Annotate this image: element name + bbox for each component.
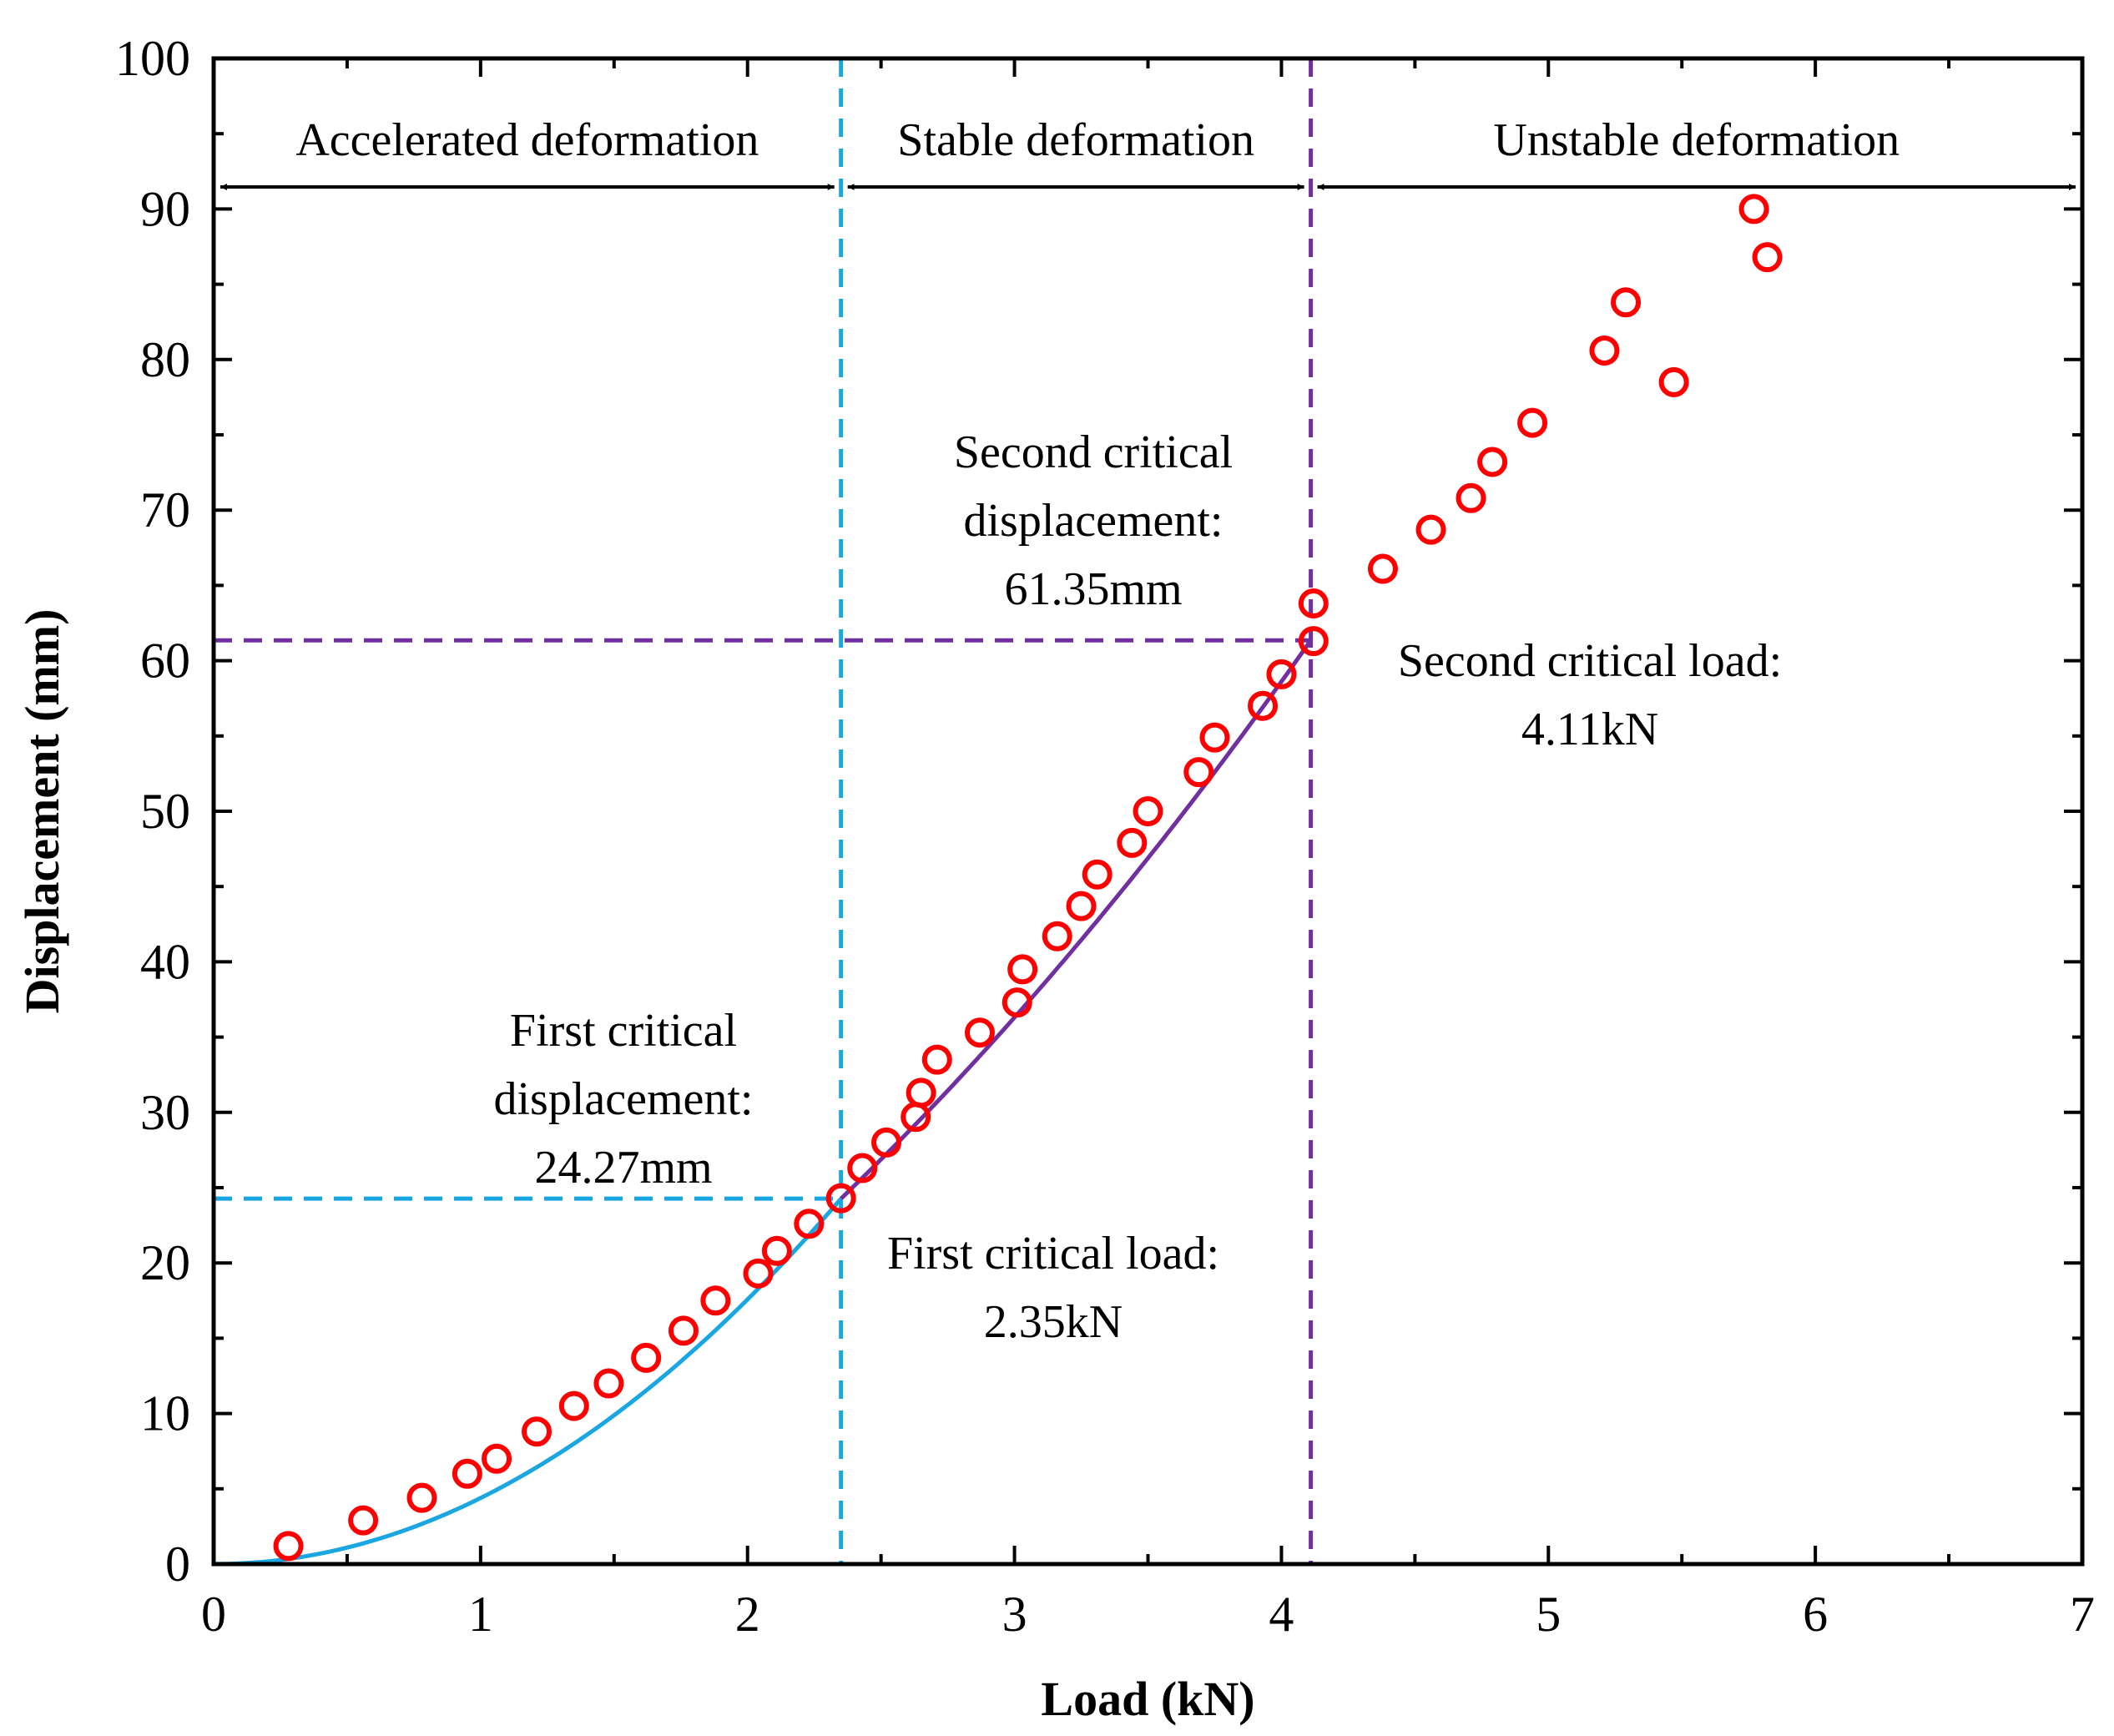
second-critical-displacement-line-2: displacement: (963, 495, 1223, 547)
data-point-1 (273, 1531, 304, 1562)
fit-curves (213, 638, 1313, 1567)
data-point-16 (847, 1153, 878, 1183)
data-point-19 (906, 1077, 936, 1108)
region-label-3: Unstable deformation (1493, 114, 1900, 166)
data-point-11 (700, 1285, 731, 1316)
y-tick-label: 0 (165, 1537, 190, 1592)
data-point-31 (1248, 690, 1279, 721)
data-point-22 (1002, 987, 1032, 1018)
x-tick-label: 5 (1536, 1587, 1561, 1642)
first-critical-displacement-line-1: First critical (510, 1005, 737, 1057)
data-point-8 (593, 1368, 624, 1399)
data-point-14 (794, 1209, 825, 1239)
x-tick-label: 3 (1002, 1587, 1027, 1642)
data-point-43 (1738, 194, 1769, 225)
guide-lines (214, 58, 1314, 1564)
x-tick-label: 2 (735, 1587, 760, 1642)
region-label-1: Accelerated deformation (295, 114, 759, 166)
data-point-23 (1007, 954, 1038, 985)
data-point-24 (1042, 921, 1072, 951)
data-point-41 (1611, 287, 1642, 318)
data-point-40 (1589, 335, 1620, 366)
data-point-15 (825, 1183, 856, 1214)
y-tick-label: 80 (140, 332, 190, 387)
x-tick-label: 0 (201, 1587, 226, 1642)
second-critical-load-line-1: Second critical load: (1398, 635, 1782, 687)
y-axis-title: Displacement (mm) (15, 609, 69, 1014)
data-point-32 (1266, 659, 1297, 689)
second-critical-load-line-2: 4.11kN (1521, 704, 1658, 755)
y-tick-label: 100 (115, 31, 190, 86)
y-tick-label: 30 (140, 1085, 190, 1140)
data-point-35 (1367, 553, 1398, 584)
data-point-2 (348, 1505, 379, 1536)
second-critical-displacement-line-1: Second critical (954, 426, 1233, 478)
first-critical-load-line-2: 2.35kN (984, 1296, 1123, 1348)
data-points (273, 194, 1783, 1562)
data-point-29 (1183, 757, 1214, 788)
y-tick-label: 60 (140, 633, 190, 689)
x-tick-label: 4 (1269, 1587, 1294, 1642)
data-point-44 (1752, 242, 1783, 273)
first-critical-displacement-line-3: 24.27mm (534, 1142, 712, 1194)
x-tick-label: 1 (468, 1587, 493, 1642)
data-point-25 (1066, 891, 1097, 921)
x-tick-label: 7 (2070, 1587, 2095, 1642)
data-point-30 (1199, 722, 1230, 753)
y-tick-label: 70 (140, 482, 190, 537)
data-point-3 (406, 1482, 437, 1513)
data-point-5 (482, 1443, 512, 1474)
data-point-12 (743, 1258, 774, 1289)
fit-curve-2 (839, 638, 1313, 1200)
data-point-27 (1117, 827, 1148, 858)
data-point-38 (1477, 447, 1508, 477)
first-critical-displacement-line-2: displacement: (493, 1073, 753, 1125)
data-point-21 (964, 1017, 995, 1048)
x-tick-label: 6 (1803, 1587, 1828, 1642)
data-point-37 (1456, 482, 1486, 513)
data-point-10 (668, 1315, 699, 1346)
y-tick-label: 20 (140, 1235, 190, 1290)
data-point-20 (921, 1044, 952, 1075)
data-point-42 (1658, 366, 1689, 397)
data-point-17 (871, 1127, 902, 1158)
data-point-4 (452, 1458, 482, 1489)
data-point-6 (522, 1416, 552, 1447)
plot-frame (211, 56, 2085, 1567)
second-critical-displacement-line-3: 61.35mm (1004, 563, 1182, 615)
data-point-34 (1298, 588, 1329, 619)
data-point-39 (1517, 407, 1548, 438)
data-point-33 (1298, 626, 1329, 657)
data-point-36 (1415, 514, 1446, 545)
x-axis-title: Load (kN) (1041, 1672, 1254, 1726)
axes (211, 56, 2085, 1567)
data-point-7 (558, 1390, 589, 1421)
data-point-13 (761, 1235, 792, 1266)
y-tick-label: 40 (140, 934, 190, 989)
data-point-9 (631, 1342, 662, 1373)
y-tick-label: 50 (140, 784, 190, 839)
first-critical-load-line-1: First critical load: (887, 1228, 1219, 1279)
y-tick-label: 10 (140, 1386, 190, 1441)
data-point-28 (1133, 796, 1163, 826)
fit-curve-1 (213, 1197, 843, 1567)
y-tick-label: 90 (140, 181, 190, 236)
region-label-2: Stable deformation (897, 114, 1254, 166)
data-point-26 (1082, 859, 1112, 890)
